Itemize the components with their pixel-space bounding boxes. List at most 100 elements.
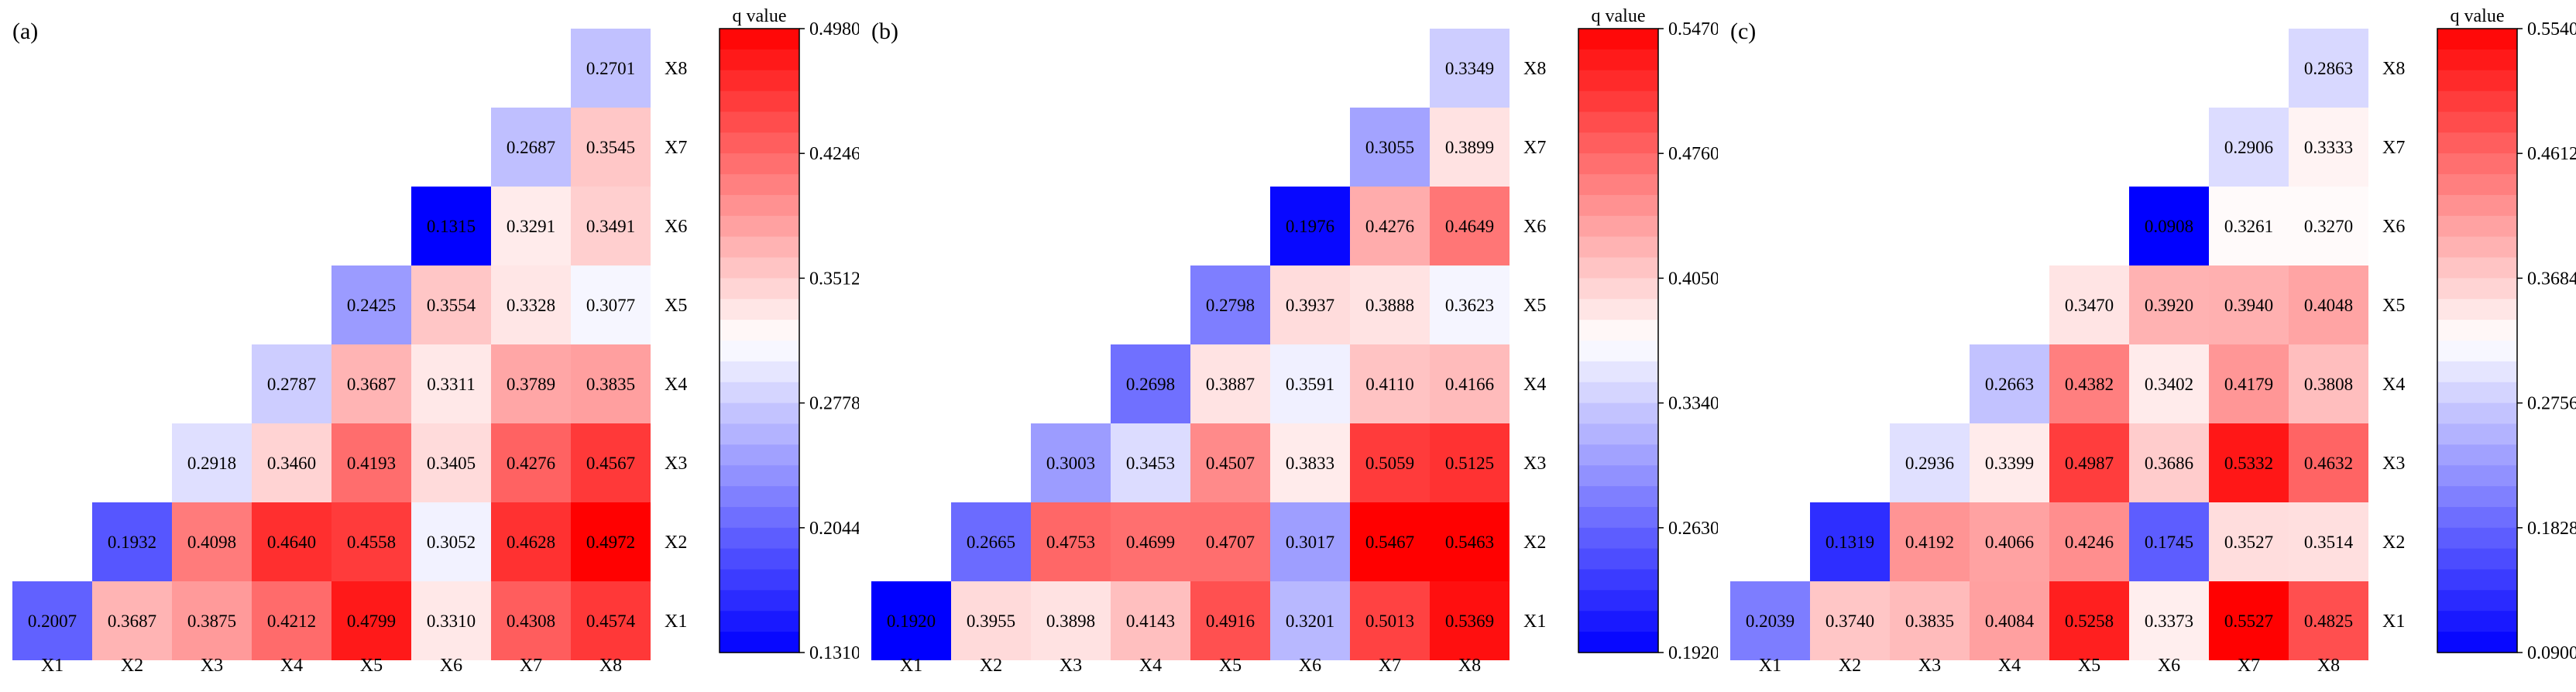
cell-value-label: 0.4628 <box>507 533 555 552</box>
cell-value-label: 0.3808 <box>2304 375 2353 394</box>
colorbar-tick-label: 0.3684 <box>2527 269 2576 289</box>
cell-value-label: 0.3920 <box>2145 296 2193 315</box>
heatmap-cell <box>1031 581 1111 660</box>
x-tick-label: X5 <box>360 656 383 676</box>
heatmap-panel-a: (a) 0.2007 0.3687 0.3875 0.4212 0.4799 0.3310 0… <box>0 0 859 692</box>
cell-value-label: 0.2918 <box>187 454 236 473</box>
colorbar-band <box>2437 91 2517 113</box>
heatmap-cell <box>1430 265 1510 344</box>
y-tick-label: X3 <box>1523 454 1546 474</box>
heatmap-cell <box>1430 581 1510 660</box>
cell-value-label: 0.4825 <box>2304 611 2353 631</box>
colorbar-tick-label: 0.4612 <box>2527 144 2576 164</box>
heatmap-cell <box>491 187 571 265</box>
cell-value-label: 0.4066 <box>1985 533 2034 552</box>
panel-label: (b) <box>871 19 898 44</box>
cell-value-label: 0.3270 <box>2304 217 2353 236</box>
colorbar-band <box>2437 111 2517 133</box>
heatmap-cell <box>331 423 411 502</box>
cell-value-label: 0.4276 <box>1365 217 1414 236</box>
heatmap-cell <box>331 265 411 344</box>
cell-value-label: 0.2787 <box>267 375 316 394</box>
colorbar-band <box>1578 569 1658 591</box>
colorbar-band <box>1578 506 1658 529</box>
colorbar-band <box>1578 320 1658 341</box>
cell-value-label: 0.4567 <box>586 454 635 473</box>
heatmap-cell <box>411 581 491 660</box>
heatmap-cell <box>2209 108 2289 187</box>
cell-value-label: 0.4649 <box>1445 217 1494 236</box>
cell-value-label: 0.4972 <box>586 533 635 552</box>
colorbar-band <box>720 49 799 71</box>
cell-value-label: 0.4558 <box>347 533 396 552</box>
heatmap-cell <box>571 265 651 344</box>
heatmap-cell <box>2049 502 2129 581</box>
colorbar-band <box>720 91 799 113</box>
heatmap-cell <box>1350 108 1430 187</box>
heatmap-cell <box>1350 187 1430 265</box>
cell-value-label: 0.4699 <box>1126 533 1175 552</box>
cell-value-label: 0.5013 <box>1365 611 1414 631</box>
colorbar-band <box>720 382 799 404</box>
heatmap-cell <box>871 581 951 660</box>
cell-value-label: 0.4166 <box>1445 375 1494 394</box>
cell-value-label: 0.1315 <box>427 217 476 236</box>
heatmap-cell <box>1111 581 1190 660</box>
heatmap-cell <box>411 423 491 502</box>
cell-value-label: 0.3333 <box>2304 138 2353 157</box>
cell-value-label: 0.5332 <box>2224 454 2273 473</box>
colorbar-band <box>1578 194 1658 217</box>
cell-value-label: 0.3835 <box>586 375 635 394</box>
cell-value-label: 0.4799 <box>347 611 396 631</box>
colorbar-title: q value <box>733 6 787 26</box>
y-tick-label: X7 <box>665 138 687 158</box>
colorbar-band <box>1578 70 1658 92</box>
heatmap-cell <box>1190 423 1270 502</box>
cell-value-label: 0.1932 <box>108 533 156 552</box>
x-tick-label: X8 <box>1458 656 1481 676</box>
cell-value-label: 0.4753 <box>1046 533 1095 552</box>
heatmap-cell <box>2209 423 2289 502</box>
colorbar-band <box>1578 111 1658 133</box>
colorbar-band <box>1578 382 1658 404</box>
cell-value-label: 0.3686 <box>2145 454 2193 473</box>
cell-value-label: 0.3399 <box>1985 454 2034 473</box>
colorbar-band <box>1578 299 1658 320</box>
heatmap-cell <box>411 187 491 265</box>
x-tick-label: X8 <box>599 656 622 676</box>
colorbar-band <box>720 320 799 341</box>
heatmap-cell <box>491 344 571 423</box>
colorbar-band <box>2437 299 2517 320</box>
heatmap-cell <box>1270 581 1350 660</box>
heatmap-cell <box>2049 265 2129 344</box>
colorbar-tick-label: 0.5540 <box>2527 19 2576 39</box>
heatmap-cell <box>172 581 252 660</box>
panel-label: (c) <box>1730 19 1756 44</box>
x-tick-label: X3 <box>1918 656 1941 676</box>
cell-value-label: 0.3835 <box>1905 611 1954 631</box>
cell-value-label: 0.5059 <box>1365 454 1414 473</box>
colorbar-band <box>720 611 799 632</box>
cell-value-label: 0.2863 <box>2304 59 2353 78</box>
x-tick-label: X4 <box>1998 656 2021 676</box>
heatmap-a-svg: (a) 0.2007 0.3687 0.3875 0.4212 0.4799 0.3310 0… <box>12 6 859 676</box>
heatmap-cell <box>2129 423 2209 502</box>
cell-value-label: 0.3887 <box>1206 375 1255 394</box>
y-tick-label: X7 <box>1523 138 1546 158</box>
cell-value-label: 0.3491 <box>586 217 635 236</box>
heatmap-cell <box>2289 502 2368 581</box>
colorbar-band <box>720 174 799 196</box>
x-tick-label: X4 <box>1139 656 1162 676</box>
cell-value-label: 0.2665 <box>967 533 1015 552</box>
colorbar-tick-label: 0.2756 <box>2527 394 2576 414</box>
colorbar-band <box>720 236 799 259</box>
heatmap-cell <box>2049 581 2129 660</box>
colorbar-band <box>2437 278 2517 300</box>
panel-label: (a) <box>12 19 38 44</box>
colorbar-band <box>2437 444 2517 466</box>
cell-value-label: 0.4308 <box>507 611 555 631</box>
x-tick-label: X1 <box>900 656 922 676</box>
heatmap-cell <box>571 29 651 108</box>
colorbar-band <box>720 132 799 154</box>
heatmap-cell <box>1190 581 1270 660</box>
